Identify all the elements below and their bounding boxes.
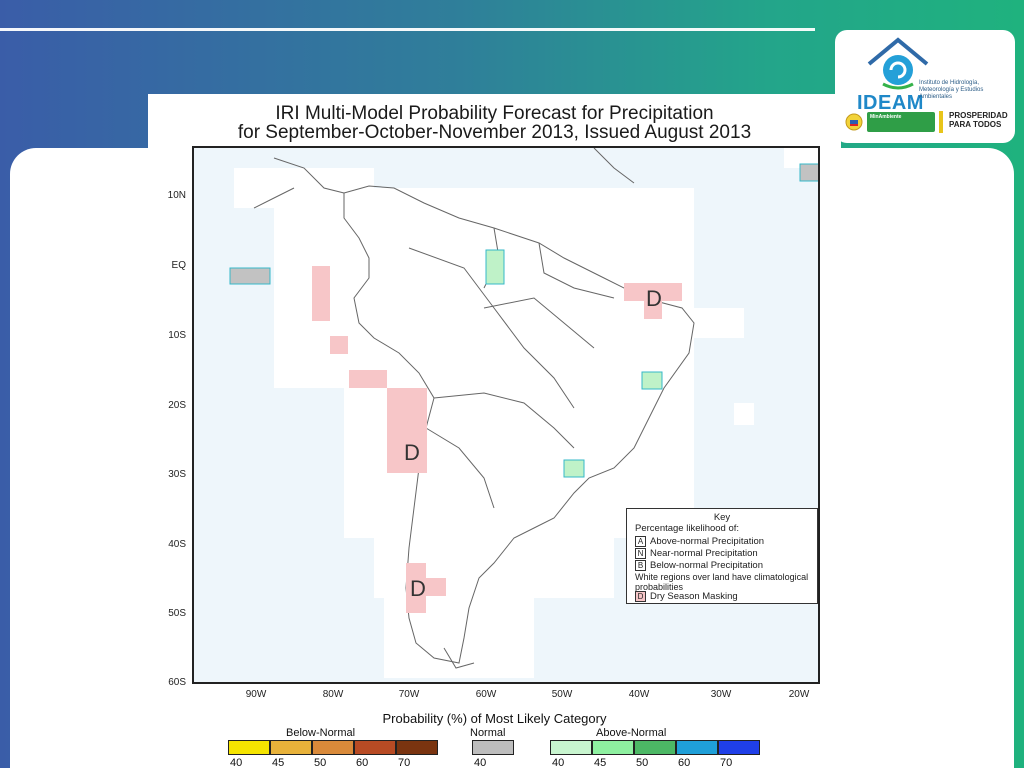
prosperidad-line1: PROSPERIDAD (949, 111, 1008, 120)
key-letter-a: A (635, 536, 646, 547)
key-item-below: B Below-normal Precipitation (635, 560, 763, 571)
key-subtitle: Percentage likelihood of: (635, 523, 740, 534)
above-normal-swatch-45 (592, 740, 634, 755)
key-label-near: Near-normal Precipitation (650, 548, 758, 560)
lon-label-50w: 50W (551, 689, 573, 700)
below-normal-swatch-45 (270, 740, 312, 755)
lat-label-40s: 40S (168, 539, 186, 550)
above-normal-swatch-50 (634, 740, 676, 755)
lon-label-30w: 30W (710, 689, 732, 700)
dry-mark-northeast: D (646, 286, 662, 311)
map-title-line2: for September-October-November 2013, Iss… (237, 122, 752, 143)
key-item-above: A Above-normal Precipitation (635, 536, 764, 547)
lon-label-60w: 60W (475, 689, 497, 700)
prosperidad-logo: PROSPERIDAD PARA TODOS (939, 111, 1013, 133)
above-normal-areas (485, 249, 663, 478)
key-letter-n: N (635, 548, 646, 559)
above-tick-40: 40 (552, 757, 565, 768)
key-label-dry: Dry Season Masking (650, 591, 738, 603)
key-letter-d: D (635, 591, 646, 602)
lon-label-20w: 20W (788, 689, 810, 700)
ideam-logo-box: IDEAM Instituto de Hidrología, Meteorolo… (835, 30, 1015, 143)
below-tick-60: 60 (356, 757, 369, 768)
ideam-emblem-icon (867, 37, 929, 90)
above-tick-60: 60 (678, 757, 691, 768)
key-label-above: Above-normal Precipitation (650, 536, 765, 548)
dry-mark-central: D (404, 440, 420, 465)
normal-tick-40: 40 (474, 757, 487, 768)
colorbar-title: Probability (%) of Most Likely Category (382, 711, 607, 726)
below-normal-swatch-40 (228, 740, 270, 755)
lat-label-eq: EQ (171, 260, 186, 271)
prosperidad-line2: PARA TODOS (949, 120, 1002, 129)
lon-label-40w: 40W (628, 689, 650, 700)
below-tick-70: 70 (398, 757, 411, 768)
below-tick-45: 45 (272, 757, 285, 768)
above-normal-swatch-40 (550, 740, 592, 755)
lat-label-20s: 20S (168, 400, 186, 411)
below-normal-title: Below-Normal (286, 727, 356, 739)
normal-swatch (472, 740, 514, 755)
key-label-below: Below-normal Precipitation (650, 560, 763, 572)
above-tick-45: 45 (594, 757, 607, 768)
ideam-subtitle: Instituto de Hidrología, Meteorología y … (919, 80, 984, 100)
below-tick-50: 50 (314, 757, 327, 768)
below-tick-40: 40 (230, 757, 243, 768)
below-normal-swatch-60 (354, 740, 396, 755)
colombia-seal-icon (845, 113, 863, 131)
ideam-name: IDEAM (857, 92, 924, 114)
above-tick-50: 50 (636, 757, 649, 768)
lon-label-90w: 90W (245, 689, 267, 700)
lon-label-70w: 70W (398, 689, 420, 700)
lat-label-10n: 10N (167, 190, 186, 201)
above-tick-70: 70 (720, 757, 733, 768)
key-letter-b: B (635, 560, 646, 571)
dry-mark-south: D (410, 576, 426, 601)
map-key: Key Percentage likelihood of: A Above-nor… (626, 508, 818, 604)
key-note: White regions over land have climatologi… (635, 572, 809, 592)
map-title-line1: IRI Multi-Model Probability Forecast for… (275, 103, 714, 124)
lat-label-60s: 60S (168, 677, 186, 688)
below-normal-swatch-70 (396, 740, 438, 755)
lat-label-50s: 50S (168, 608, 186, 619)
key-item-near: N Near-normal Precipitation (635, 548, 758, 559)
lon-label-80w: 80W (322, 689, 344, 700)
key-title: Key (713, 512, 731, 523)
above-normal-swatch-70 (718, 740, 760, 755)
header-divider-line (0, 28, 815, 31)
forecast-map-figure: IRI Multi-Model Probability Forecast for… (148, 94, 841, 768)
government-logos: MinAmbiente PROSPERIDAD PARA TODOS (841, 110, 1013, 136)
above-normal-title: Above-Normal (596, 727, 667, 739)
minambiente-logo: MinAmbiente (867, 112, 935, 132)
above-normal-swatch-60 (676, 740, 718, 755)
normal-title: Normal (470, 727, 506, 739)
lat-label-10s: 10S (168, 330, 186, 341)
near-normal-areas (229, 163, 818, 285)
dry-season-areas (312, 266, 682, 613)
lat-label-30s: 30S (168, 469, 186, 480)
below-normal-swatch-50 (312, 740, 354, 755)
key-item-dry: D Dry Season Masking (635, 591, 738, 602)
